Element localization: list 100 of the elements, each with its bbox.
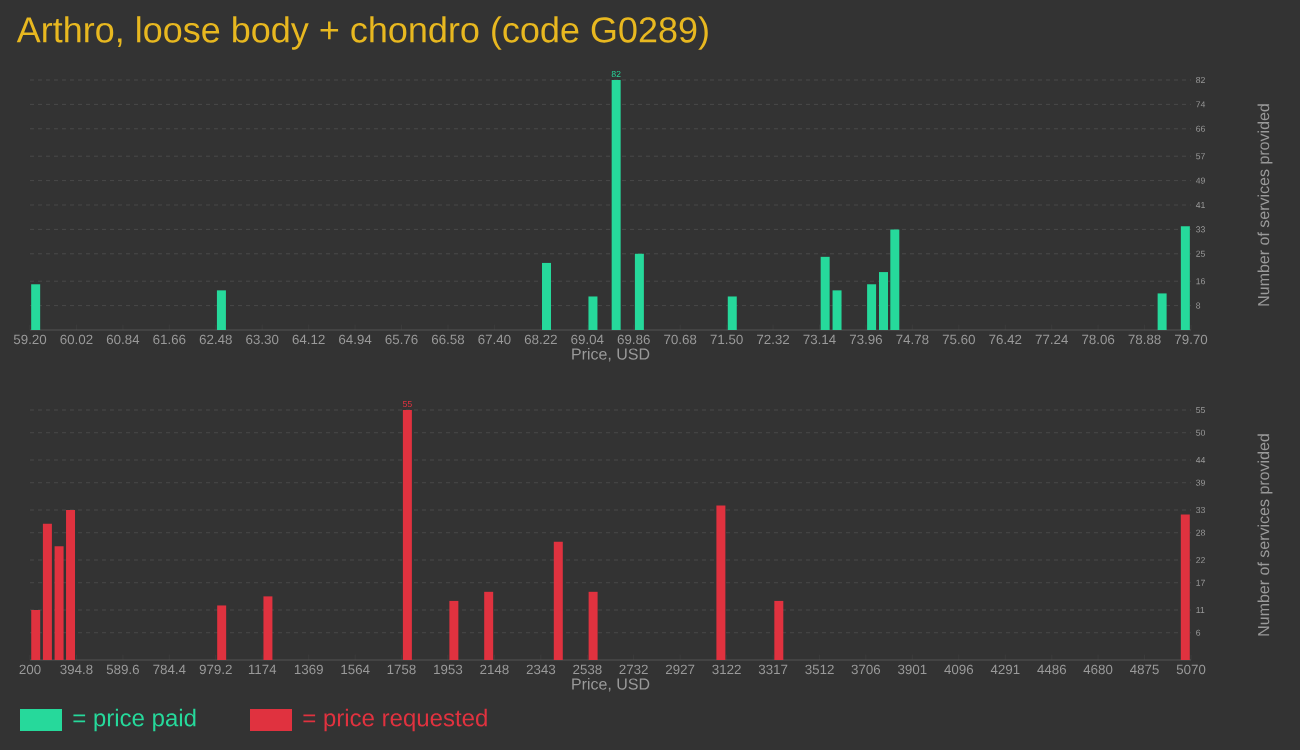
bar (774, 600, 784, 660)
data-label: 82 (611, 70, 621, 78)
y-tick-label: 33 (1196, 226, 1205, 233)
bar (832, 290, 842, 330)
bar (217, 605, 227, 660)
x-tick-label: 72.32 (757, 334, 790, 345)
bar (553, 541, 563, 660)
x-tick-label: 73.96 (849, 334, 883, 345)
y-tick-label: 39 (1196, 479, 1205, 486)
x-tick-label: 3512 (805, 664, 834, 675)
bar (1157, 293, 1167, 330)
x-tick-label: 4680 (1083, 664, 1113, 675)
x-tick-label: 62.48 (199, 334, 232, 345)
y-tick-label: 49 (1195, 177, 1205, 184)
x-tick-label: 4096 (944, 664, 974, 675)
bar (727, 296, 737, 330)
bar (1180, 226, 1190, 330)
x-tick-label: 77.24 (1035, 334, 1068, 345)
x-tick-label: 63.30 (246, 334, 279, 345)
y-tick-label: 66 (1196, 125, 1205, 132)
x-tick-label: 979.2 (199, 664, 232, 675)
y-tick-label: 16 (1196, 278, 1205, 285)
x-axis-title: Price, USD (572, 677, 650, 692)
x-tick-label: 200 (19, 664, 41, 675)
x-tick-label: 4875 (1130, 664, 1159, 675)
x-tick-label: 64.12 (292, 334, 325, 345)
x-tick-label: 74.78 (896, 334, 929, 345)
x-tick-label: 68.22 (524, 334, 557, 345)
x-tick-label: 4486 (1037, 664, 1067, 675)
bar (878, 272, 888, 330)
y-tick-label: 74 (1196, 101, 1206, 108)
x-tick-label: 3706 (851, 664, 881, 675)
x-tick-label: 59.20 (13, 334, 47, 345)
x-tick-label: 1564 (341, 664, 370, 675)
chart-title: Arthro, loose body + chondro (code G0289) (16, 16, 708, 50)
x-tick-label: 65.76 (385, 334, 418, 345)
bar (263, 596, 273, 660)
bar (449, 600, 459, 660)
x-tick-label: 2343 (526, 664, 556, 675)
x-tick-label: 75.60 (942, 334, 975, 345)
x-tick-label: 60.84 (106, 334, 140, 345)
x-tick-label: 394.8 (60, 664, 93, 675)
x-tick-label: 4291 (990, 664, 1020, 675)
y-tick-label: 82 (1196, 76, 1205, 84)
x-tick-label: 2148 (480, 664, 509, 675)
bar (867, 284, 877, 330)
x-tick-label: 78.06 (1082, 334, 1115, 345)
x-tick-label: 71.50 (710, 334, 743, 345)
y-tick-label: 17 (1196, 579, 1205, 586)
x-tick-label: 67.40 (478, 334, 511, 345)
x-tick-label: 3901 (898, 664, 927, 675)
y-tick-label: 22 (1196, 556, 1205, 564)
y-tick-label: 28 (1196, 529, 1205, 536)
x-tick-label: 79.70 (1175, 334, 1208, 345)
y-tick-label: 41 (1195, 202, 1205, 208)
y-tick-label: 6 (1196, 629, 1201, 636)
data-label: 55 (402, 401, 412, 408)
x-tick-label: 76.42 (989, 334, 1022, 345)
legend-label: = price requested (303, 708, 487, 732)
bar (588, 591, 598, 660)
y-axis-title: Number of services provided (1257, 104, 1273, 306)
y-tick-label: 50 (1196, 429, 1206, 436)
x-tick-label: 784.4 (153, 664, 186, 675)
bar (216, 290, 226, 330)
x-tick-label: 3122 (712, 664, 741, 675)
x-axis-title: Price, USD (572, 347, 650, 362)
x-tick-label: 1174 (248, 664, 277, 674)
x-tick-label: 60.02 (60, 334, 93, 345)
bar (402, 410, 412, 660)
y-tick-label: 8 (1196, 302, 1201, 309)
y-tick-label: 55 (1196, 406, 1205, 414)
x-tick-label: 3317 (758, 664, 788, 675)
bar (588, 296, 598, 330)
bar (890, 229, 900, 330)
legend-label: = price paid (73, 708, 196, 732)
y-tick-label: 44 (1195, 457, 1206, 463)
y-tick-label: 57 (1196, 153, 1205, 160)
y-tick-label: 11 (1196, 607, 1205, 613)
x-tick-label: 1758 (387, 664, 416, 675)
y-tick-label: 25 (1196, 250, 1205, 257)
x-tick-label: 69.04 (571, 334, 604, 345)
x-tick-label: 66.58 (431, 334, 465, 345)
bar (611, 80, 621, 330)
bar (1180, 514, 1190, 660)
x-tick-label: 589.6 (106, 664, 139, 675)
bar (31, 610, 41, 660)
x-tick-label: 5070 (1176, 664, 1206, 675)
bar (820, 256, 830, 330)
x-tick-label: 2732 (619, 664, 648, 675)
bar (54, 546, 64, 660)
bar (31, 284, 41, 330)
bar (716, 505, 726, 660)
x-tick-label: 69.86 (617, 334, 650, 345)
bar (542, 262, 552, 330)
x-tick-label: 73.14 (803, 334, 836, 345)
x-tick-label: 64.94 (339, 334, 372, 345)
x-tick-label: 78.88 (1128, 334, 1161, 345)
x-tick-label: 2927 (665, 664, 695, 675)
y-tick-label: 33 (1196, 506, 1205, 514)
bar (634, 253, 644, 330)
